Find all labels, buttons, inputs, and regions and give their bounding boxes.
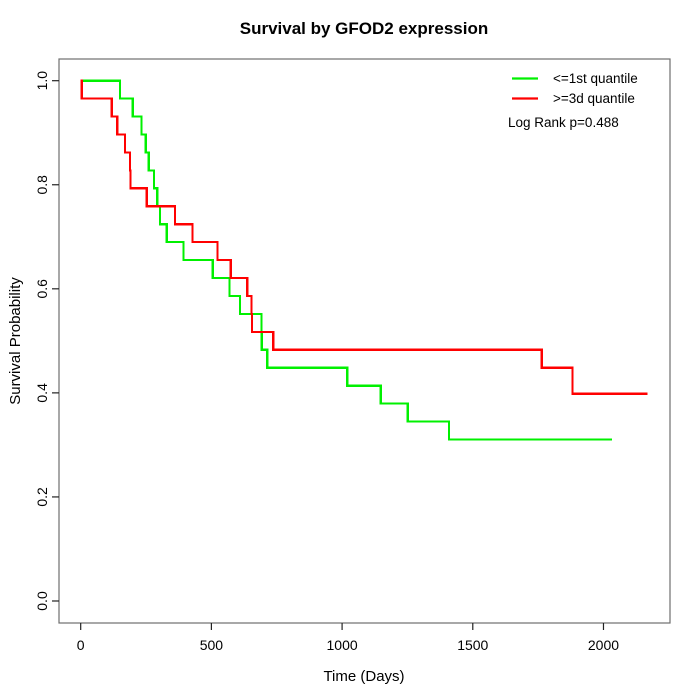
x-tick-label-2000: 2000: [588, 637, 619, 653]
x-tick-label-1000: 1000: [327, 637, 358, 653]
x-tick-label-1500: 1500: [457, 637, 488, 653]
legend: <=1st quantile >=3d quantile Log Rank p=…: [508, 71, 638, 130]
km-curve-high-expression: [80, 79, 648, 395]
log-rank-annotation: Log Rank p=0.488: [508, 115, 619, 130]
y-tick-label-0.2: 0.2: [34, 487, 50, 507]
legend-label-third-quantile: >=3d quantile: [553, 91, 635, 106]
x-tick-label-500: 500: [200, 637, 224, 653]
y-tick-label-0.0: 0.0: [34, 591, 50, 611]
y-tick-label-0.6: 0.6: [34, 279, 50, 299]
plot-title: Survival by GFOD2 expression: [240, 19, 488, 38]
y-tick-label-0.8: 0.8: [34, 175, 50, 195]
legend-label-first-quantile: <=1st quantile: [553, 71, 638, 86]
axis-ticks: 0 500 1000 1500 2000 0.0 0.2 0.4 0.6 0.8 1.0: [34, 71, 619, 653]
survival-curves: [80, 79, 648, 441]
x-tick-label-0: 0: [77, 637, 85, 653]
y-axis-label: Survival Probability: [7, 277, 24, 405]
y-tick-label-0.4: 0.4: [34, 383, 50, 403]
plot-box: [58, 58, 671, 624]
km-curve-low-expression: [80, 79, 612, 441]
y-tick-label-1.0: 1.0: [34, 71, 50, 91]
x-axis-label: Time (Days): [323, 668, 404, 685]
